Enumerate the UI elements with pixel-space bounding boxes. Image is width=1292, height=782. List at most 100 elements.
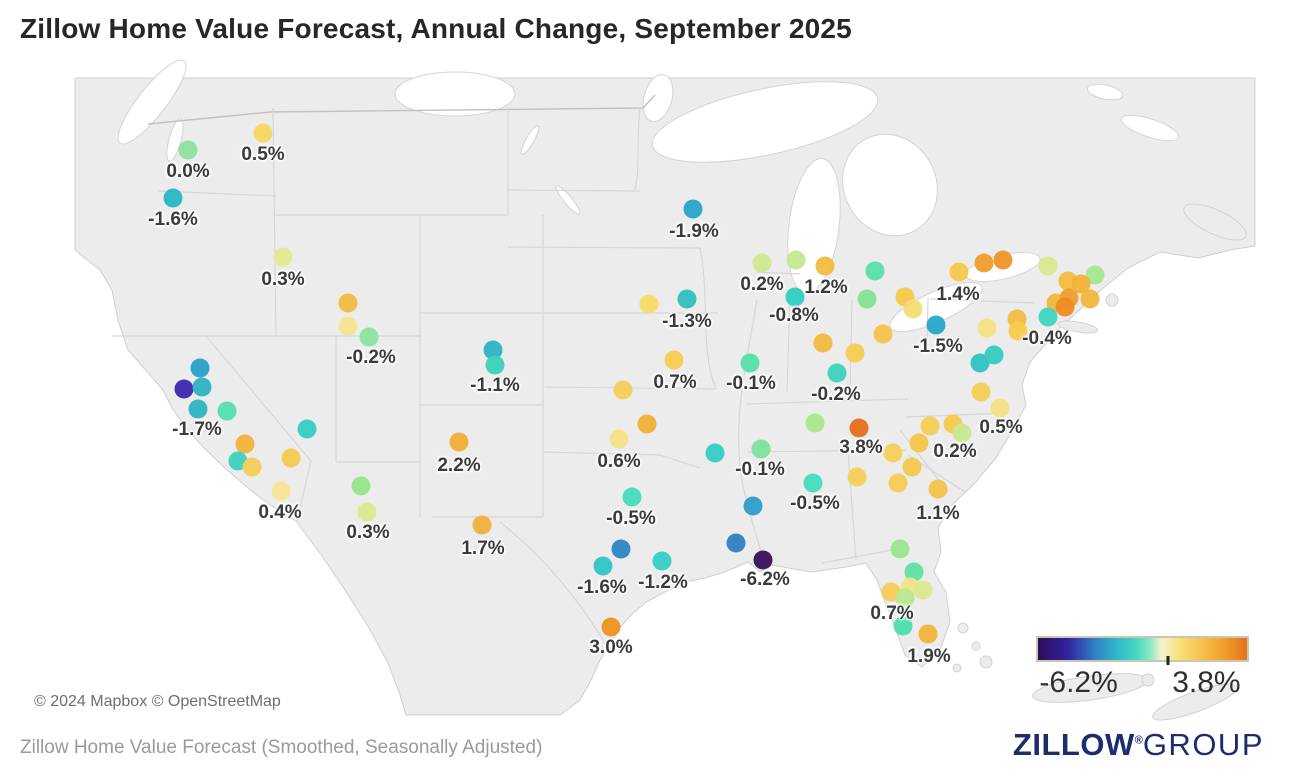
forecast-value-label: -1.2% xyxy=(638,572,688,593)
forecast-value-label: 0.5% xyxy=(241,144,285,165)
map-dot xyxy=(990,398,1010,418)
map-dot xyxy=(883,443,903,463)
legend-zero-tick xyxy=(1166,656,1170,665)
map-dot xyxy=(977,318,997,338)
map-dot xyxy=(984,345,1004,365)
map-dot xyxy=(178,140,198,160)
forecast-value-label: 0.0% xyxy=(166,161,210,182)
logo-registered-mark: ® xyxy=(1134,734,1143,747)
map-dot xyxy=(785,287,805,307)
forecast-value-label: 1.1% xyxy=(916,503,960,524)
map-dot xyxy=(740,353,760,373)
forecast-value-label: -1.1% xyxy=(470,375,520,396)
map-dot xyxy=(913,580,933,600)
map-attribution[interactable]: © 2024 Mapbox © OpenStreetMap xyxy=(30,692,285,712)
forecast-value-label: 3.0% xyxy=(589,637,633,658)
map-dot xyxy=(483,340,503,360)
forecast-value-label: 2.2% xyxy=(437,455,481,476)
map-dot xyxy=(637,414,657,434)
map-dot xyxy=(652,551,672,571)
map-dot xyxy=(752,253,772,273)
map-dot xyxy=(865,261,885,281)
map-dot xyxy=(895,588,915,608)
forecast-value-label: 0.2% xyxy=(933,441,977,462)
forecast-value-label: 0.2% xyxy=(740,274,784,295)
forecast-value-label: 0.3% xyxy=(261,269,305,290)
forecast-value-label: 1.7% xyxy=(461,538,505,559)
map-dot xyxy=(359,327,379,347)
forecast-value-label: -0.5% xyxy=(606,508,656,529)
forecast-value-label: -0.2% xyxy=(346,347,396,368)
map-dot xyxy=(803,473,823,493)
logo-zillow-text: ZILLOW xyxy=(1012,727,1135,762)
map-dot xyxy=(449,432,469,452)
map-dot xyxy=(639,294,659,314)
legend-labels: -6.2% 3.8% xyxy=(1036,666,1249,704)
map-dot xyxy=(928,479,948,499)
map-dot xyxy=(351,476,371,496)
map-dot xyxy=(743,496,763,516)
map-dot xyxy=(622,487,642,507)
map-dot xyxy=(609,429,629,449)
logo-group-text: GROUP xyxy=(1142,727,1264,762)
map-dot xyxy=(827,363,847,383)
map-dot xyxy=(1055,297,1075,317)
forecast-value-label: 0.7% xyxy=(653,372,697,393)
map-dot xyxy=(888,473,908,493)
legend-gradient-bar xyxy=(1036,636,1249,662)
forecast-value-label: -1.5% xyxy=(913,336,963,357)
forecast-value-label: 0.6% xyxy=(597,451,641,472)
forecast-value-label: -0.2% xyxy=(811,384,861,405)
map-dot xyxy=(849,418,869,438)
legend-max-label: 3.8% xyxy=(1172,666,1241,699)
map-dot xyxy=(163,188,183,208)
forecast-value-label: 0.4% xyxy=(258,502,302,523)
map-dot xyxy=(601,617,621,637)
map-dot xyxy=(242,457,262,477)
forecast-value-label: -6.2% xyxy=(740,569,790,590)
map-dot xyxy=(805,413,825,433)
map-dot xyxy=(815,256,835,276)
map-dot xyxy=(751,439,771,459)
map-dot xyxy=(909,433,929,453)
map-dot xyxy=(1008,321,1028,341)
map-dot xyxy=(903,299,923,319)
map-dot xyxy=(904,562,924,582)
forecast-value-label: -1.6% xyxy=(148,209,198,230)
forecast-value-label: -1.6% xyxy=(577,577,627,598)
map-dot xyxy=(971,382,991,402)
map-dot xyxy=(949,262,969,282)
map-dot xyxy=(974,253,994,273)
forecast-value-label: -1.9% xyxy=(669,221,719,242)
map-dot xyxy=(190,358,210,378)
forecast-value-label: -1.7% xyxy=(172,419,222,440)
map-dot xyxy=(174,379,194,399)
canada-border xyxy=(147,94,656,125)
map-dot xyxy=(485,355,505,375)
map-dot xyxy=(847,467,867,487)
chart-subtitle: Zillow Home Value Forecast (Smoothed, Se… xyxy=(20,737,543,758)
map-dot xyxy=(926,315,946,335)
map-dot xyxy=(253,123,273,143)
zillow-group-logo: ZILLOW®GROUP xyxy=(1013,727,1264,763)
forecast-value-label: 0.7% xyxy=(870,603,914,624)
map-dot xyxy=(857,289,877,309)
map-dot xyxy=(705,443,725,463)
map-dot xyxy=(338,293,358,313)
map-dot xyxy=(993,250,1013,270)
map-dot xyxy=(188,399,208,419)
map-dot xyxy=(1080,289,1100,309)
map-dot xyxy=(273,247,293,267)
forecast-value-label: -0.1% xyxy=(735,459,785,480)
map-dot xyxy=(845,343,865,363)
legend-min-label: -6.2% xyxy=(1039,666,1118,699)
forecast-value-label: 1.9% xyxy=(907,646,951,667)
forecast-value-label: -0.5% xyxy=(790,493,840,514)
forecast-value-label: 0.5% xyxy=(979,417,1023,438)
forecast-value-label: 0.3% xyxy=(346,522,390,543)
map-dot xyxy=(893,616,913,636)
forecast-value-label: -0.8% xyxy=(769,305,819,326)
page-title: Zillow Home Value Forecast, Annual Chang… xyxy=(20,13,852,44)
